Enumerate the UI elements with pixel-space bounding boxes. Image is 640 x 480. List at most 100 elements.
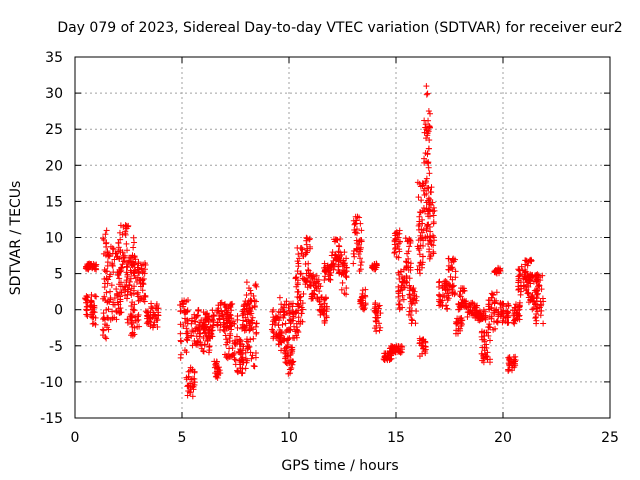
x-tick-label: 15	[387, 430, 405, 446]
data-point	[193, 313, 200, 320]
data-point	[375, 305, 382, 312]
y-tick-label: -10	[40, 375, 63, 391]
x-tick-label: 0	[71, 430, 80, 446]
data-point	[452, 330, 459, 337]
data-point	[317, 311, 324, 318]
data-point	[197, 319, 204, 326]
data-point	[126, 281, 133, 288]
data-point	[109, 315, 116, 322]
data-point	[132, 314, 139, 321]
data-point	[534, 290, 541, 297]
data-point	[407, 295, 414, 302]
data-point	[400, 296, 407, 303]
data-point	[100, 235, 107, 242]
data-point	[234, 316, 241, 323]
data-point	[196, 325, 203, 332]
data-point	[131, 239, 138, 246]
data-point	[177, 308, 184, 315]
data-point	[243, 292, 250, 299]
data-point	[518, 263, 525, 270]
data-point	[204, 310, 211, 317]
data-point	[401, 277, 408, 284]
data-point	[282, 359, 289, 366]
data-point	[89, 264, 96, 271]
data-point	[482, 314, 489, 321]
data-point	[139, 287, 146, 294]
data-point	[425, 221, 432, 228]
data-point	[527, 277, 534, 284]
data-point	[144, 312, 151, 319]
data-point	[480, 359, 487, 366]
data-point	[406, 291, 413, 298]
data-point	[407, 239, 414, 246]
data-point	[421, 191, 428, 198]
data-point	[283, 298, 290, 305]
data-point	[252, 282, 259, 289]
data-point	[357, 237, 364, 244]
data-point	[279, 321, 286, 328]
data-point	[288, 318, 295, 325]
data-point	[251, 304, 258, 311]
data-point	[538, 307, 545, 314]
data-point	[123, 295, 130, 302]
data-point	[517, 279, 524, 286]
data-point	[191, 368, 198, 375]
data-point	[372, 309, 379, 316]
data-point	[294, 244, 301, 251]
data-point	[218, 299, 225, 306]
data-point	[237, 338, 244, 345]
data-point	[338, 251, 345, 258]
data-point	[533, 317, 540, 324]
data-point	[480, 306, 487, 313]
data-point	[117, 279, 124, 286]
data-point	[100, 295, 107, 302]
data-point	[416, 251, 423, 258]
data-point	[425, 164, 432, 171]
data-point	[294, 281, 301, 288]
data-point	[236, 357, 243, 364]
data-point	[273, 317, 280, 324]
data-point	[239, 365, 246, 372]
data-point	[453, 318, 460, 325]
data-point	[405, 259, 412, 266]
data-point	[350, 250, 357, 257]
data-point	[426, 237, 433, 244]
data-point	[406, 304, 413, 311]
data-point	[107, 288, 114, 295]
data-point	[126, 278, 133, 285]
data-point	[252, 281, 259, 288]
data-point	[455, 301, 462, 308]
data-point	[286, 307, 293, 314]
data-point	[340, 270, 347, 277]
data-point	[329, 262, 336, 269]
data-point	[253, 320, 260, 327]
data-point	[189, 342, 196, 349]
data-point	[181, 347, 188, 354]
data-point	[419, 264, 426, 271]
data-point	[293, 308, 300, 315]
y-tick-label: 30	[45, 86, 63, 102]
data-point	[404, 238, 411, 245]
data-point	[493, 318, 500, 325]
data-point	[247, 349, 254, 356]
data-point	[99, 326, 106, 333]
data-point	[187, 364, 194, 371]
data-point	[122, 230, 129, 237]
data-point	[221, 301, 228, 308]
data-point	[124, 264, 131, 271]
data-point	[247, 305, 254, 312]
data-point	[299, 306, 306, 313]
data-point	[400, 284, 407, 291]
data-point	[526, 276, 533, 283]
data-point	[423, 91, 430, 98]
data-point	[288, 350, 295, 357]
data-point	[92, 293, 99, 300]
data-point	[138, 265, 145, 272]
data-point	[376, 302, 383, 309]
data-point	[226, 335, 233, 342]
data-point	[101, 316, 108, 323]
data-point	[230, 318, 237, 325]
data-point	[116, 275, 123, 282]
data-point	[214, 319, 221, 326]
data-point	[223, 354, 230, 361]
